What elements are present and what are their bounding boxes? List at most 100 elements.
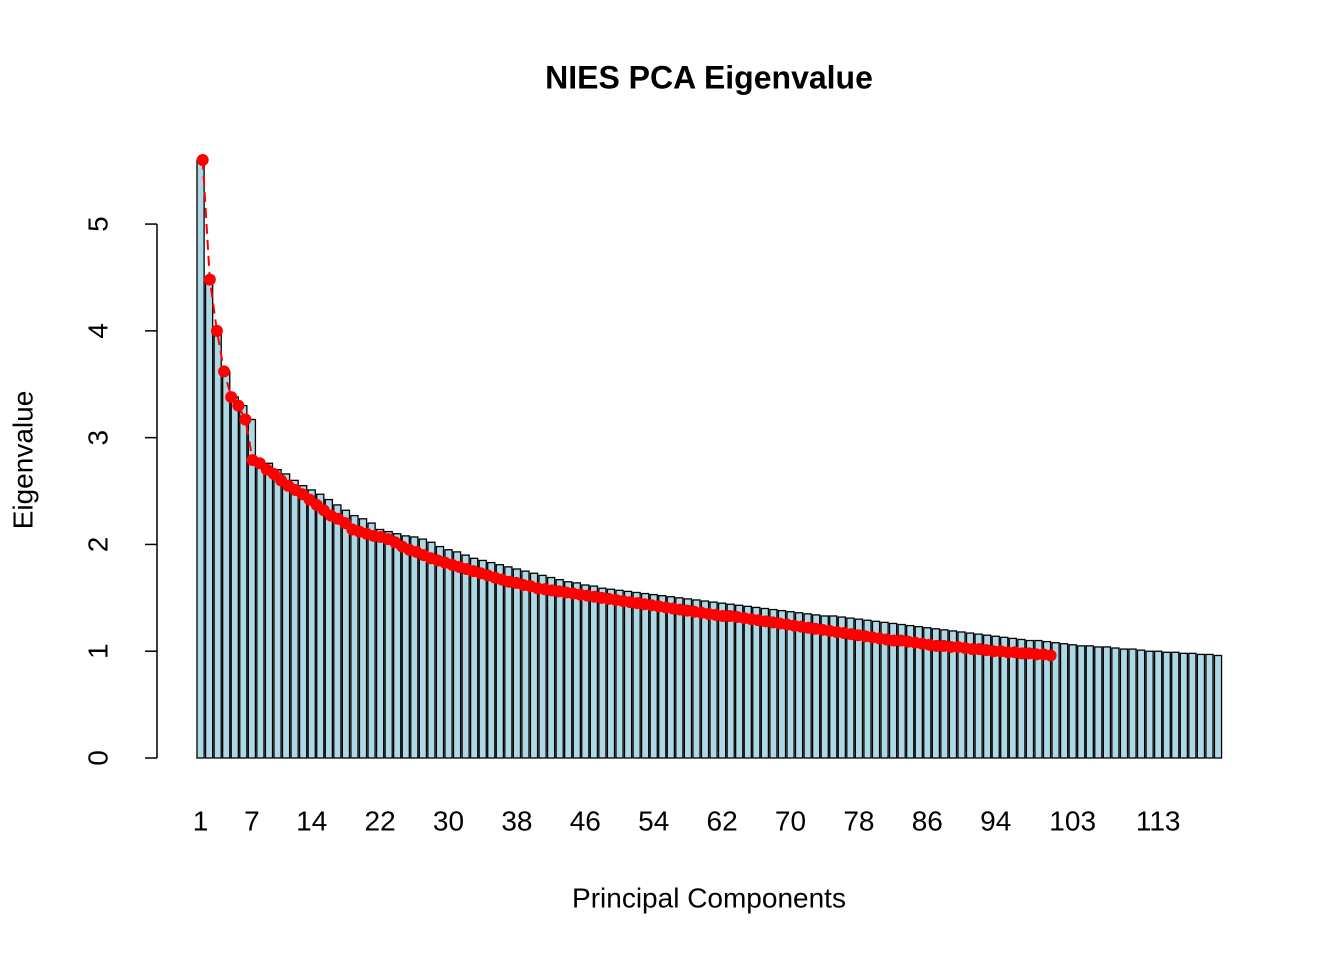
bar	[375, 528, 385, 759]
bar	[777, 609, 787, 759]
bar	[581, 584, 590, 759]
bar	[529, 572, 539, 759]
x-tick-label: 70	[775, 805, 806, 836]
bar	[598, 587, 607, 759]
bar	[495, 564, 505, 759]
bar	[427, 541, 436, 759]
bar	[1077, 645, 1086, 759]
point	[1044, 649, 1057, 662]
bar	[957, 631, 966, 759]
bar	[1153, 650, 1163, 759]
bar	[213, 330, 222, 759]
x-tick-label: 94	[980, 805, 1011, 836]
bar	[264, 462, 274, 759]
bar	[256, 459, 265, 759]
bar	[307, 489, 316, 759]
x-tick-label: 30	[433, 805, 464, 836]
bar	[384, 530, 393, 759]
bar	[683, 598, 693, 759]
bar	[204, 278, 214, 759]
bar	[743, 605, 752, 759]
point	[203, 273, 216, 286]
bar	[769, 608, 778, 759]
x-tick-label: 113	[1136, 805, 1181, 836]
bar	[1111, 647, 1120, 759]
bar	[1136, 649, 1146, 759]
bar	[974, 633, 983, 759]
bar	[1051, 642, 1060, 759]
bar	[700, 600, 710, 759]
bar	[871, 620, 881, 759]
point	[232, 399, 245, 412]
x-tick-label: 22	[365, 805, 396, 836]
bar	[897, 623, 906, 759]
point	[225, 391, 238, 404]
bar	[1000, 636, 1009, 759]
bar	[880, 621, 889, 759]
y-tick-label: 2	[82, 537, 113, 553]
bar	[247, 418, 257, 759]
bar	[1196, 653, 1206, 759]
bar	[948, 630, 958, 759]
y-tick-label: 3	[82, 430, 113, 446]
bar	[290, 479, 299, 759]
bar	[640, 592, 650, 759]
bar	[726, 603, 735, 759]
bar	[692, 599, 701, 759]
bar	[1213, 654, 1223, 759]
bar	[914, 626, 923, 759]
bar	[675, 597, 684, 759]
bar	[1025, 639, 1035, 759]
bar	[846, 617, 855, 759]
bar	[564, 581, 573, 759]
bar	[478, 559, 487, 759]
bar	[221, 370, 231, 759]
bar	[854, 618, 864, 759]
bar	[649, 593, 658, 759]
x-tick-label: 14	[296, 805, 327, 836]
bar	[888, 622, 898, 759]
x-axis-label: Principal Components	[572, 882, 846, 913]
point	[239, 413, 252, 426]
y-tick-label: 4	[82, 323, 113, 339]
bar	[196, 159, 205, 759]
bar	[1171, 651, 1180, 759]
bar	[418, 538, 428, 759]
bar	[461, 554, 470, 759]
x-tick-label: 38	[501, 805, 532, 836]
bar	[923, 627, 932, 759]
bar	[1179, 652, 1189, 759]
x-tick-label: 86	[912, 805, 943, 836]
bar	[333, 504, 342, 759]
bar	[572, 582, 581, 759]
bar	[239, 404, 248, 759]
bar	[829, 615, 838, 759]
bar	[1205, 653, 1214, 759]
bar	[230, 396, 239, 759]
bar	[906, 624, 915, 759]
bar	[1145, 650, 1154, 759]
bar	[786, 611, 795, 759]
bar	[538, 574, 547, 759]
point	[196, 154, 209, 166]
bar	[435, 545, 445, 759]
bar	[615, 589, 624, 759]
bar	[367, 522, 376, 759]
bar	[1188, 652, 1197, 759]
bar	[1034, 639, 1043, 759]
bar	[512, 568, 522, 759]
bar	[410, 536, 419, 759]
bar	[504, 566, 513, 759]
bar	[1008, 637, 1018, 759]
x-tick-label: 1	[193, 805, 209, 836]
bar	[358, 518, 368, 759]
x-tick-label: 62	[707, 805, 738, 836]
bar	[1094, 646, 1103, 759]
bar	[1128, 648, 1137, 759]
bar	[350, 514, 359, 759]
bar	[794, 612, 804, 759]
bar	[991, 635, 1000, 759]
bar	[811, 614, 821, 759]
point	[210, 324, 223, 337]
y-tick-label: 1	[82, 643, 113, 659]
